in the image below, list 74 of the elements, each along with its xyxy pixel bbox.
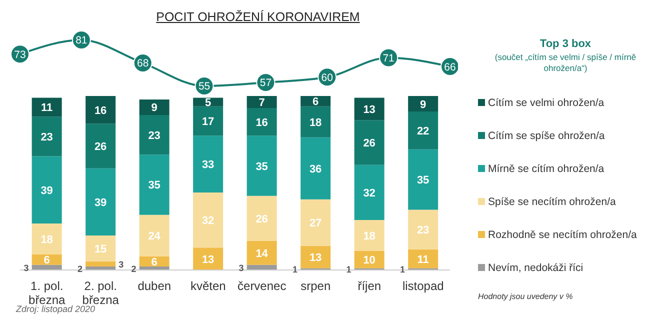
data-label: 5 xyxy=(205,97,212,110)
text: Top 3 box xyxy=(538,38,592,50)
data-label: 39 xyxy=(94,196,107,209)
data-label: 1 xyxy=(400,264,406,275)
data-label: 35 xyxy=(256,160,268,173)
data-label: 26 xyxy=(256,213,268,226)
data-label: 3 xyxy=(118,259,124,270)
data-label: 11 xyxy=(417,254,429,266)
data-label: 24 xyxy=(148,230,162,243)
data-label: 35 xyxy=(148,180,160,192)
x-tick-label: 1. pol. března xyxy=(28,279,66,307)
data-label: 3 xyxy=(24,262,29,273)
data-label: 11 xyxy=(41,102,53,114)
x-tick-label: květen xyxy=(190,279,226,293)
x-tick-label: srpen xyxy=(300,279,331,293)
data-label: 26 xyxy=(94,140,107,153)
legend-label: Mírně se cítím ohrožen/a xyxy=(488,162,604,174)
data-label: 7 xyxy=(258,97,265,110)
data-label: 27 xyxy=(309,218,322,230)
data-label: 13 xyxy=(309,252,322,264)
data-label: 55 xyxy=(198,80,210,93)
text: Hodnoty jsou uvedeny v % xyxy=(478,292,574,301)
data-label: 15 xyxy=(94,243,107,256)
data-label: 39 xyxy=(40,184,53,197)
data-label: 60 xyxy=(321,72,334,84)
data-label: 66 xyxy=(444,61,456,74)
data-label: 9 xyxy=(151,102,158,114)
data-label: 23 xyxy=(416,224,430,237)
data-label: 17 xyxy=(202,116,214,128)
data-label: 81 xyxy=(76,34,88,47)
data-label: 73 xyxy=(14,48,26,61)
x-tick-label: říjen xyxy=(358,279,382,293)
x-tick-label: červenec xyxy=(238,279,286,293)
data-label: 36 xyxy=(309,163,322,176)
chart-title: POCIT OHROŽENÍ KORONAVIREM xyxy=(155,10,361,24)
data-label: 16 xyxy=(256,116,268,129)
data-label: 6 xyxy=(44,254,50,267)
legend-label: Spíše se necítím ohrožen/a xyxy=(488,196,616,208)
data-label: 2 xyxy=(131,264,136,274)
data-label: 26 xyxy=(363,138,376,150)
legend-label: Cítím se spíše ohrožen/a xyxy=(488,130,605,142)
data-label: 23 xyxy=(148,130,160,142)
data-label: 6 xyxy=(151,256,158,268)
data-label: 18 xyxy=(40,234,53,246)
data-label: 3 xyxy=(238,262,244,273)
data-label: 10 xyxy=(363,254,376,267)
data-label: 1 xyxy=(292,264,298,275)
data-label: 9 xyxy=(420,98,426,111)
legend-label: Cítím se velmi ohrožen/a xyxy=(488,96,604,108)
data-label: 32 xyxy=(363,187,376,200)
data-label: 2 xyxy=(78,264,83,274)
data-label: 32 xyxy=(202,215,214,228)
data-label: 16 xyxy=(94,104,107,117)
data-label: 6 xyxy=(312,96,319,108)
data-label: 35 xyxy=(416,174,430,187)
data-label: 22 xyxy=(416,125,430,138)
data-label: 71 xyxy=(382,52,395,64)
data-label: 33 xyxy=(202,159,214,172)
data-label: 13 xyxy=(363,104,376,116)
data-label: 18 xyxy=(363,230,376,243)
legend-label: Nevím, nedokáži říci xyxy=(488,262,584,274)
data-label: 18 xyxy=(309,116,322,129)
data-label: 68 xyxy=(137,58,149,70)
x-tick-label: 2. pol. března xyxy=(82,279,120,307)
data-label: 23 xyxy=(40,131,53,144)
text: (součet „cítím se velmi / spíše / mírně ohrožen/a“) xyxy=(494,52,638,74)
data-label: 1 xyxy=(346,264,352,275)
text: Zdroj: listopad 2020 xyxy=(16,304,96,314)
x-tick-label: duben xyxy=(138,279,172,293)
x-tick-label: listopad xyxy=(402,279,444,293)
legend-label: Rozhodně se necítím ohrožen/a xyxy=(488,228,637,240)
data-label: 14 xyxy=(256,248,269,260)
data-label: 13 xyxy=(202,254,214,266)
data-label: 57 xyxy=(260,77,272,90)
